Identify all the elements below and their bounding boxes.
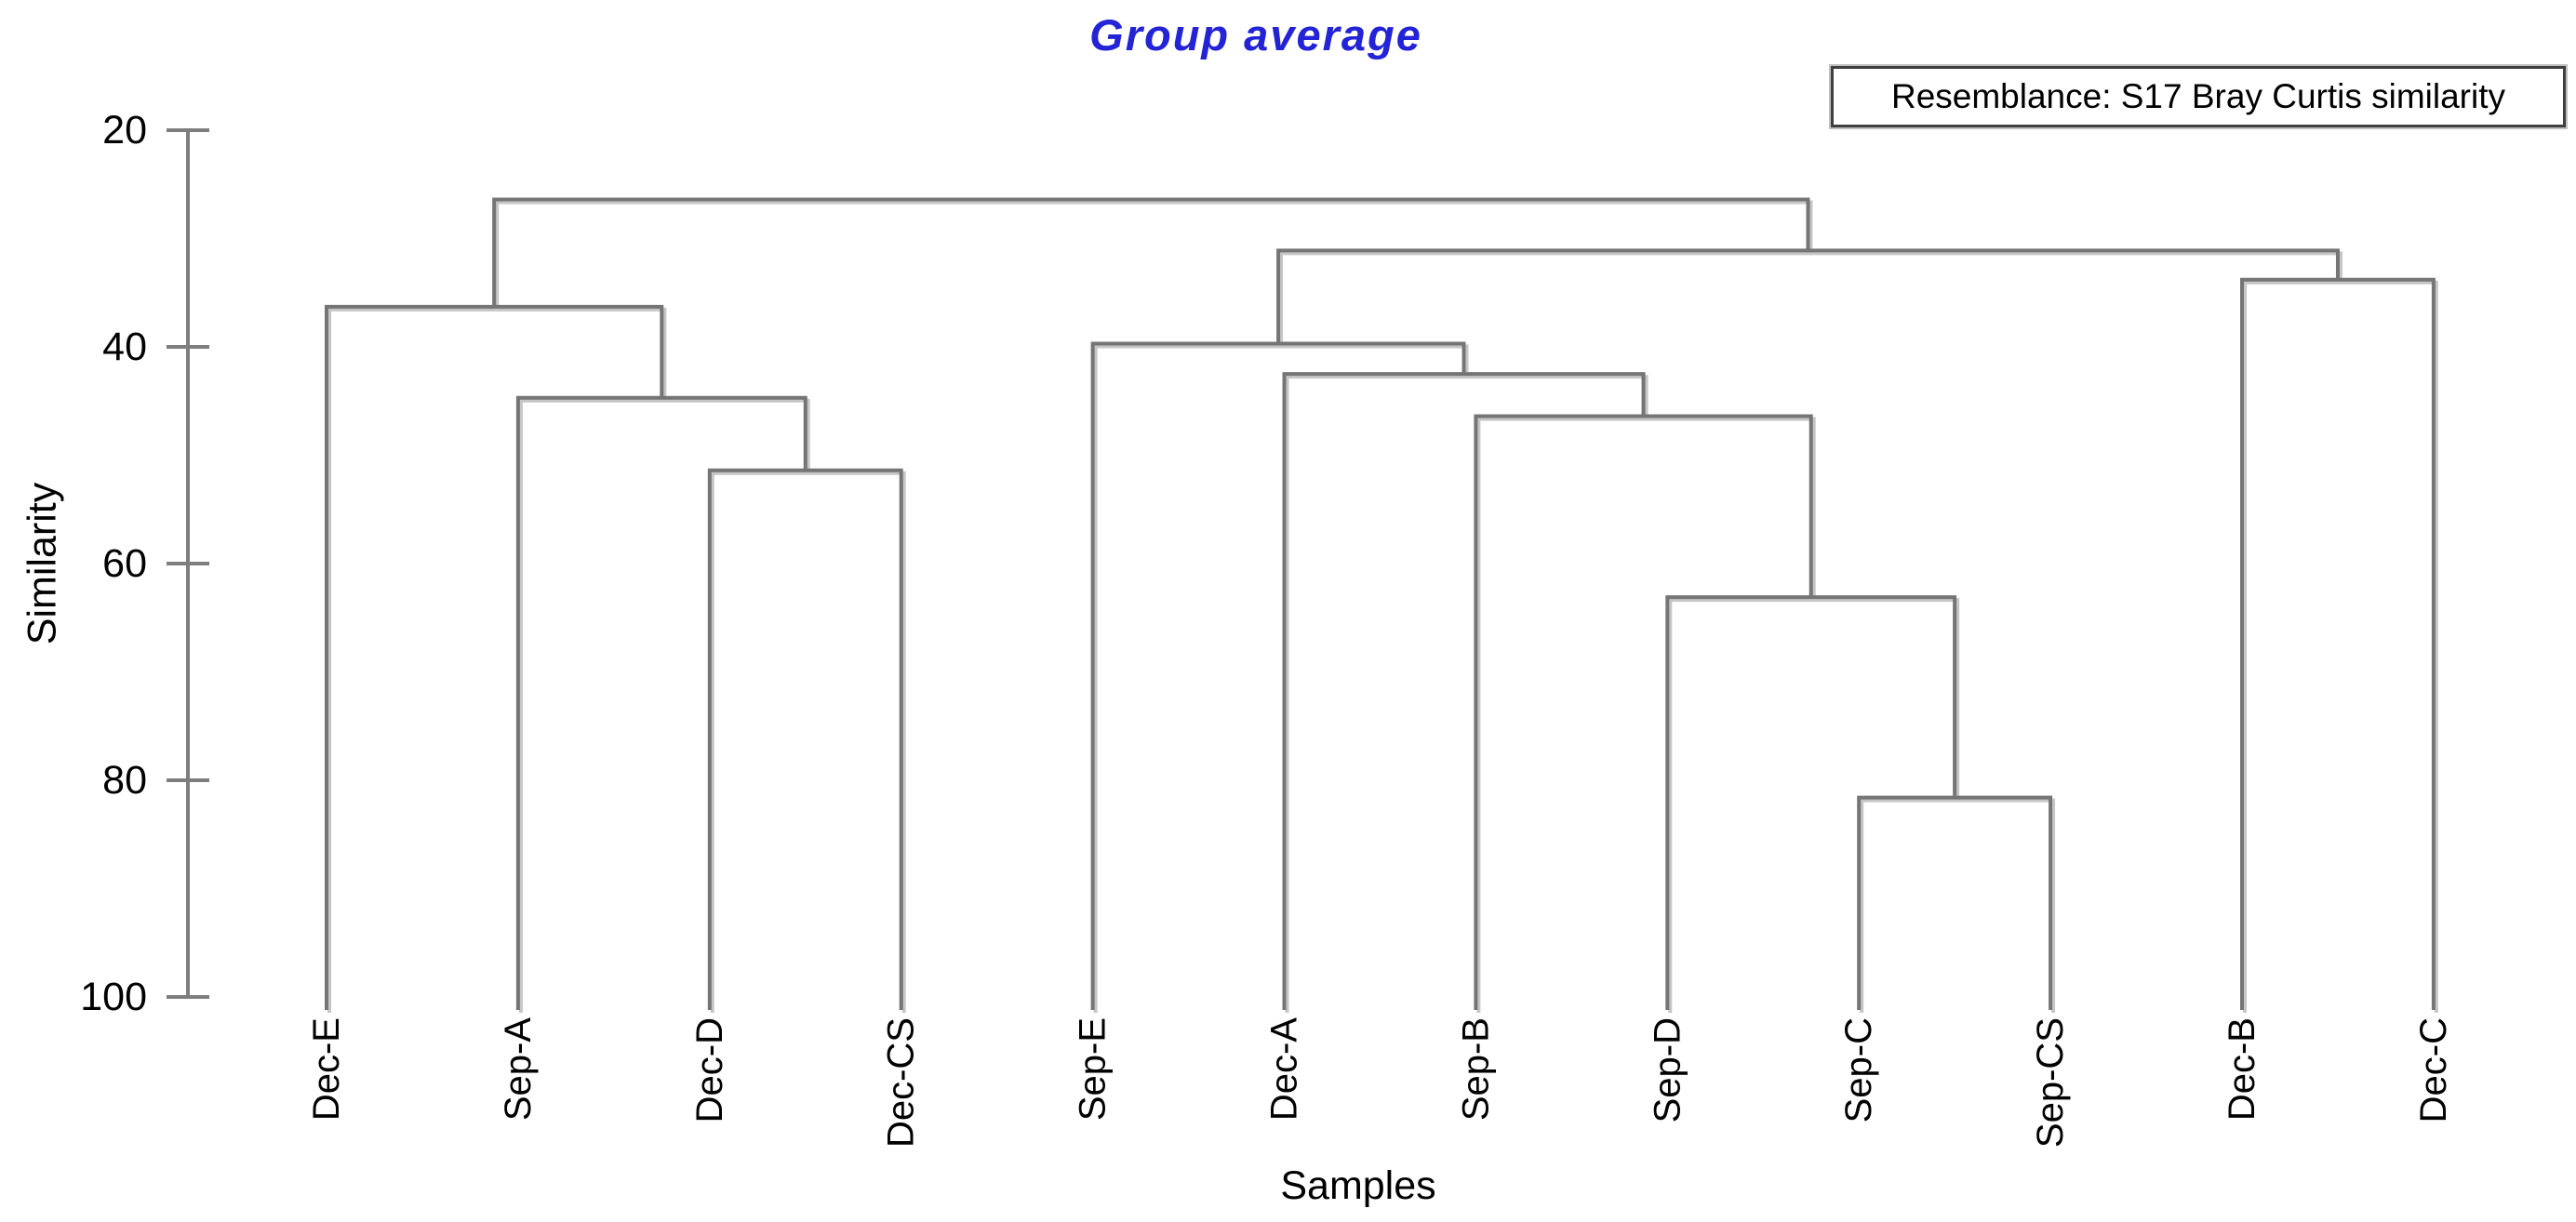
leaf-label: Sep-CS bbox=[2030, 1017, 2071, 1148]
dendrogram-link-shadow bbox=[1668, 598, 1960, 1013]
y-axis-tick-label: 20 bbox=[102, 108, 147, 153]
dendrogram-link-shadow bbox=[1093, 344, 1469, 1013]
chart-title: Group average bbox=[1089, 10, 1422, 60]
dendrogram-link bbox=[1857, 795, 2053, 1010]
dendrogram-link bbox=[325, 304, 664, 1010]
dendrogram-link-shadow bbox=[2243, 280, 2438, 1013]
leaf-label: Sep-B bbox=[1455, 1017, 1496, 1121]
y-axis-tick-label: 80 bbox=[102, 758, 147, 803]
leaf-label: Dec-C bbox=[2413, 1017, 2454, 1122]
dendrogram-link-shadow bbox=[518, 398, 810, 1013]
leaf-label: Sep-C bbox=[1838, 1017, 1879, 1122]
dendrogram-link bbox=[2240, 277, 2436, 1010]
dendrogram-link-shadow bbox=[1285, 375, 1648, 1013]
leaf-label: Sep-D bbox=[1647, 1017, 1688, 1122]
x-axis-title: Samples bbox=[1280, 1163, 1436, 1208]
y-axis-title: Similarity bbox=[20, 482, 65, 645]
leaf-label: Dec-B bbox=[2222, 1017, 2262, 1121]
dendrogram-link bbox=[1474, 414, 1813, 1010]
y-axis-tick-label: 100 bbox=[80, 975, 147, 1019]
leaf-label: Sep-A bbox=[498, 1017, 539, 1121]
leaf-label: Sep-E bbox=[1073, 1017, 1114, 1121]
resemblance-annotation-box: Resemblance: S17 Bray Curtis similarity bbox=[1829, 64, 2568, 129]
dendrogram-link-shadow bbox=[327, 307, 667, 1013]
dendrogram-link-shadow bbox=[710, 471, 906, 1013]
dendrogram-link-shadow bbox=[1279, 251, 2342, 347]
dendrogram-link-shadow bbox=[1860, 798, 2056, 1013]
dendrogram-link bbox=[707, 468, 903, 1010]
dendrogram-link bbox=[492, 197, 1810, 307]
leaf-label: Dec-E bbox=[306, 1017, 347, 1121]
leaf-label: Dec-D bbox=[689, 1017, 730, 1122]
resemblance-annotation-text: Resemblance: S17 Bray Curtis similarity bbox=[1890, 77, 2506, 115]
dendrogram-link bbox=[515, 395, 808, 1010]
y-axis-tick-label: 40 bbox=[102, 325, 147, 369]
dendrogram-link-shadow bbox=[1476, 417, 1816, 1013]
leaf-label: Dec-CS bbox=[881, 1017, 922, 1148]
dendrogram-link bbox=[1276, 248, 2340, 344]
dendrogram-link bbox=[1665, 595, 1957, 1010]
leaf-label: Dec-A bbox=[1264, 1017, 1305, 1121]
dendrogram-link bbox=[1090, 341, 1466, 1010]
dendrogram-link bbox=[1282, 372, 1646, 1010]
dendrogram-link-shadow bbox=[495, 200, 1813, 310]
y-axis-tick-label: 60 bbox=[102, 541, 147, 586]
